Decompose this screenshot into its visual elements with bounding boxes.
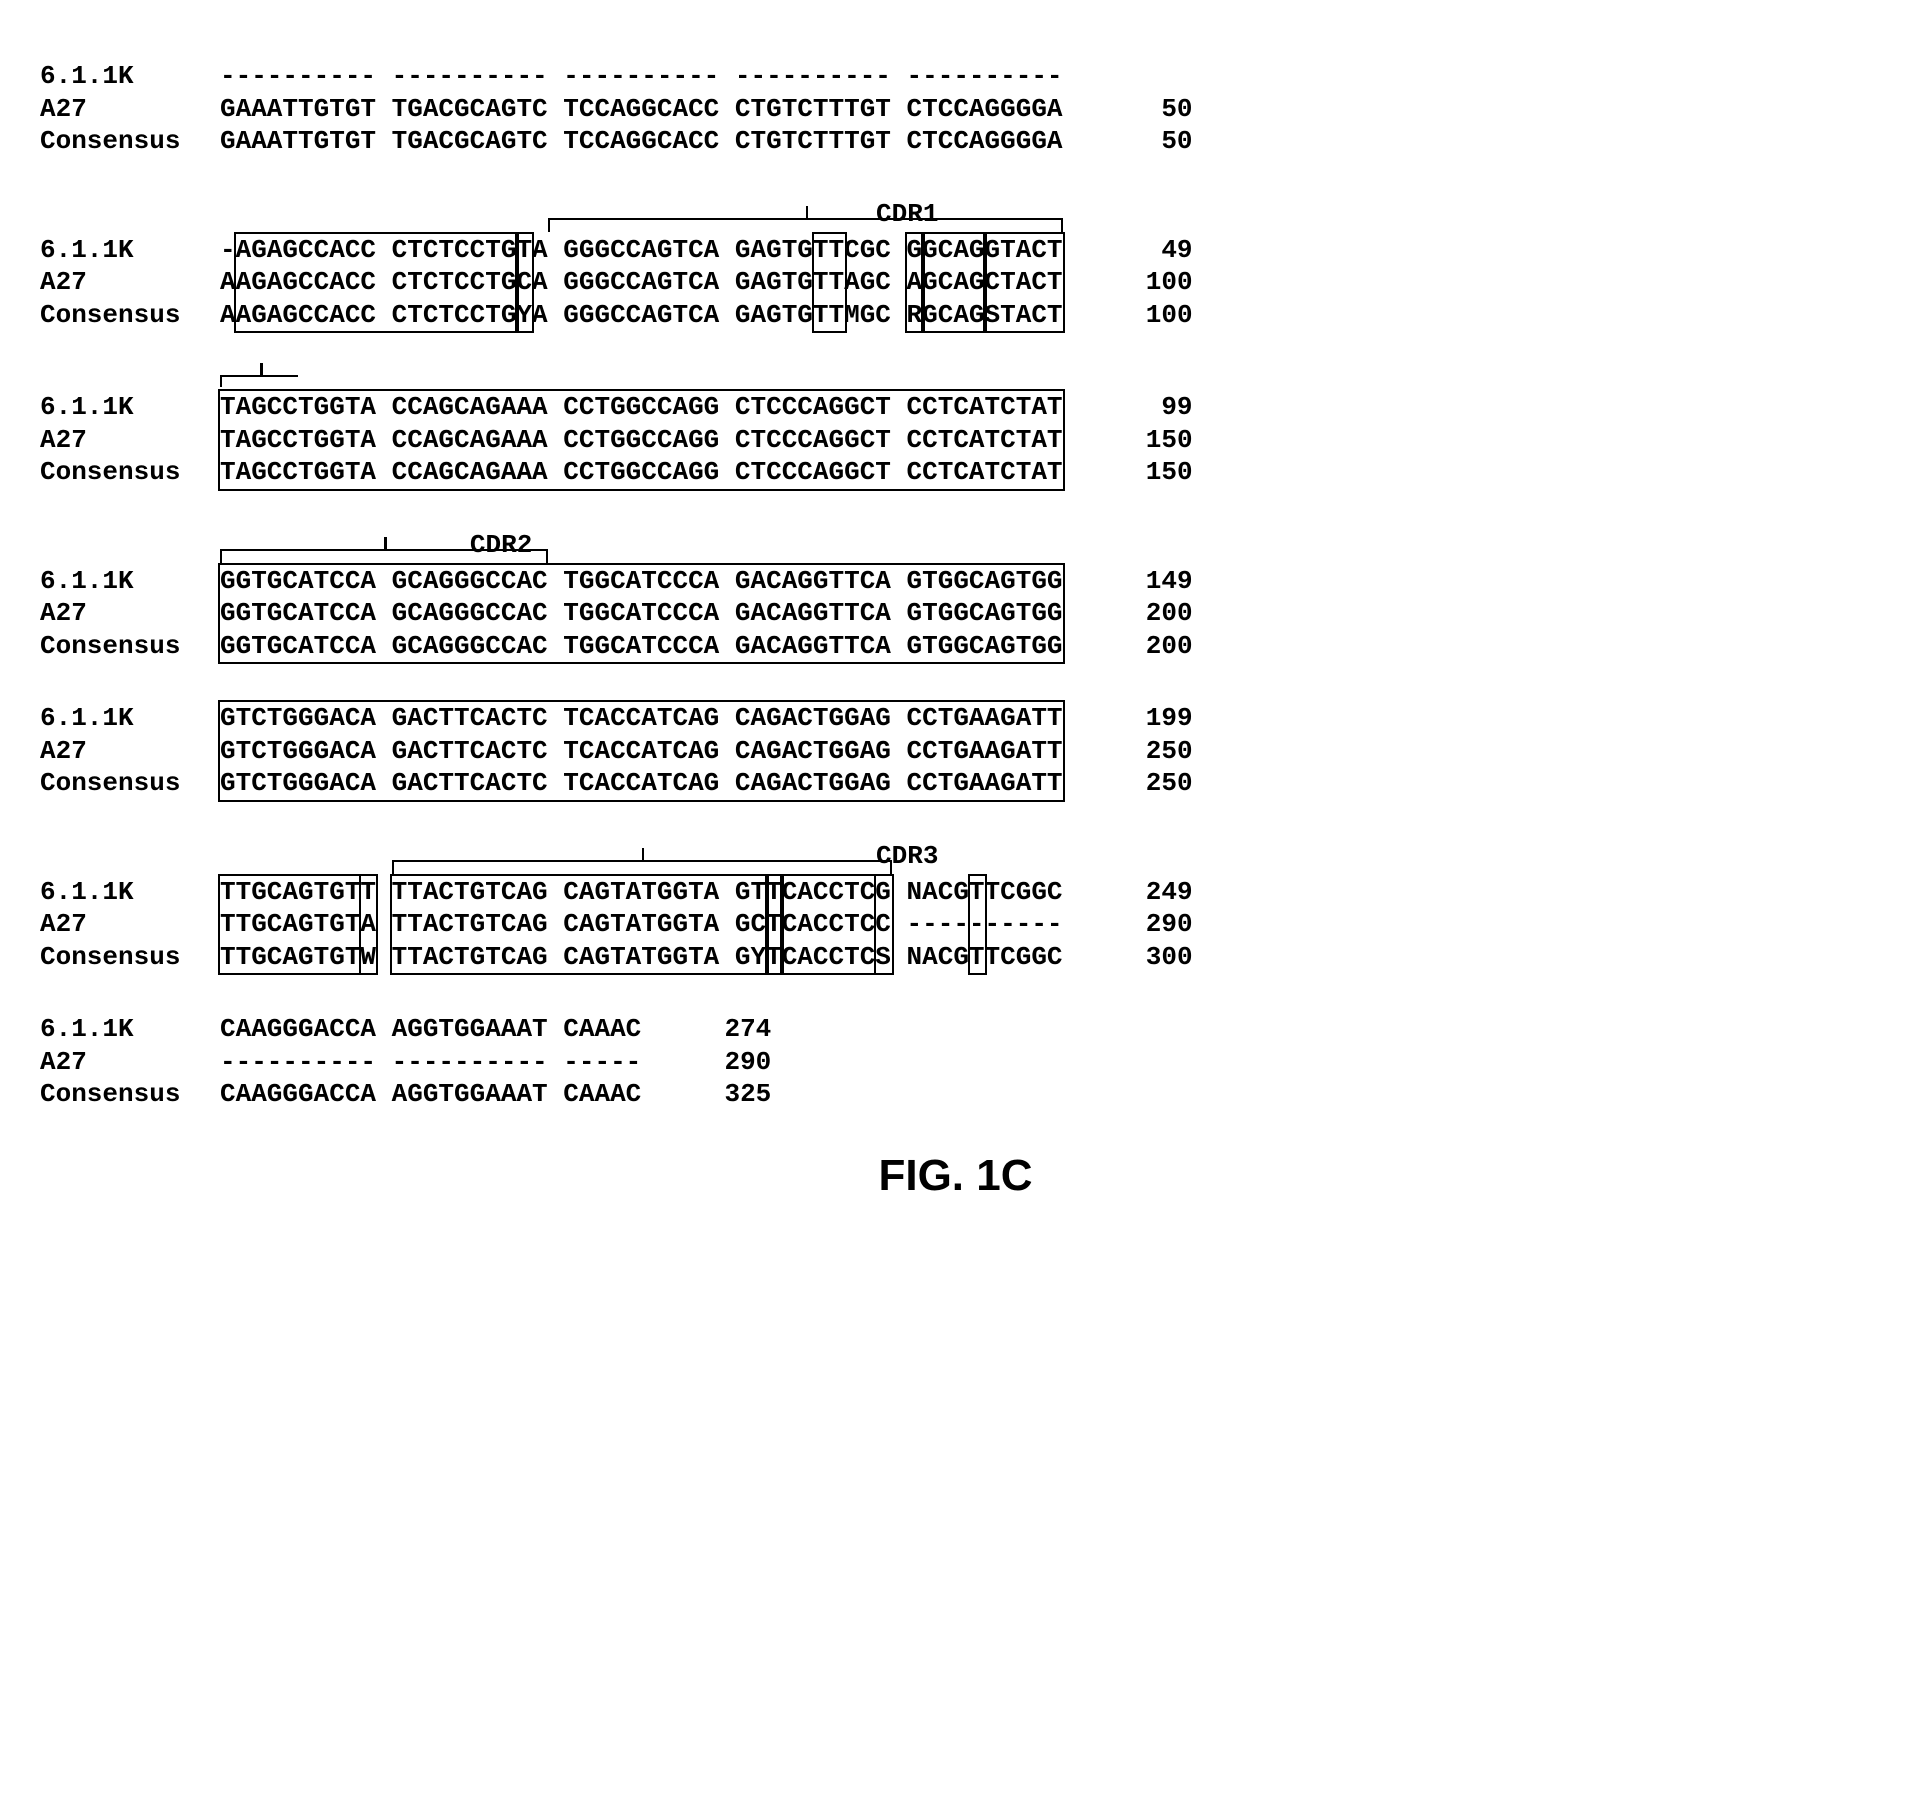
sequence-text: GGTGCATCCA GCAGGGCCAC TGGCATCCCA GACAGGT… <box>220 565 1063 598</box>
sequence-row: 6.1.1KTAGCCTGGTA CCAGCAGAAA CCTGGCCAGG C… <box>40 391 1871 424</box>
sequence-label: 6.1.1K <box>40 60 220 93</box>
sequence-row: ConsensusTTGCAGTGTW TTACTGTCAG CAGTATGGT… <box>40 941 1871 974</box>
cdr-bracket <box>548 218 1063 232</box>
sequence-row: A27GTCTGGGACA GACTTCACTC TCACCATCAG CAGA… <box>40 735 1871 768</box>
sequence-text: TAGCCTGGTA CCAGCAGAAA CCTGGCCAGG CTCCCAG… <box>220 391 1063 424</box>
sequence-text: GTCTGGGACA GACTTCACTC TCACCATCAG CAGACTG… <box>220 735 1063 768</box>
sequence-label: Consensus <box>40 456 220 489</box>
position-number: 150 <box>1103 456 1193 489</box>
position-number: 250 <box>1103 767 1193 800</box>
sequence-label: A27 <box>40 266 220 299</box>
position-number: 290 <box>1103 908 1193 941</box>
sequence-label: 6.1.1K <box>40 876 220 909</box>
sequence-label: Consensus <box>40 767 220 800</box>
sequence-text: -AGAGCCACC CTCTCCTGTA GGGCCAGTCA GAGTGTT… <box>220 234 1063 267</box>
sequence-text: CAAGGGACCA AGGTGGAAAT CAAAC <box>220 1013 641 1046</box>
sequence-row: A27TAGCCTGGTA CCAGCAGAAA CCTGGCCAGG CTCC… <box>40 424 1871 457</box>
sequence-row: ConsensusCAAGGGACCA AGGTGGAAAT CAAAC 325 <box>40 1078 1871 1111</box>
sequence-label: A27 <box>40 908 220 941</box>
position-number: 300 <box>1103 941 1193 974</box>
sequence-text: GAAATTGTGT TGACGCAGTC TCCAGGCACC CTGTCTT… <box>220 93 1063 126</box>
sequence-label: A27 <box>40 735 220 768</box>
position-number: 249 <box>1103 876 1193 909</box>
sequence-text: GTCTGGGACA GACTTCACTC TCACCATCAG CAGACTG… <box>220 702 1063 735</box>
sequence-label: Consensus <box>40 630 220 663</box>
alignment-block: 6.1.1KGTCTGGGACA GACTTCACTC TCACCATCAG C… <box>40 702 1871 800</box>
alignment-block: CDR36.1.1KTTGCAGTGTT TTACTGTCAG CAGTATGG… <box>40 840 1871 974</box>
sequence-label: 6.1.1K <box>40 702 220 735</box>
position-number: 200 <box>1103 630 1193 663</box>
sequence-row: A27GGTGCATCCA GCAGGGCCAC TGGCATCCCA GACA… <box>40 597 1871 630</box>
sequence-text: CAAGGGACCA AGGTGGAAAT CAAAC <box>220 1078 641 1111</box>
sequence-row: 6.1.1K---------- ---------- ---------- -… <box>40 60 1871 93</box>
sequence-text: ---------- ---------- ----- <box>220 1046 641 1079</box>
sequence-label: 6.1.1K <box>40 565 220 598</box>
sequence-row: ConsensusGAAATTGTGT TGACGCAGTC TCCAGGCAC… <box>40 125 1871 158</box>
position-number: 100 <box>1103 266 1193 299</box>
sequence-label: A27 <box>40 424 220 457</box>
figure-title: FIG. 1C <box>40 1151 1871 1201</box>
sequence-text: TTGCAGTGTA TTACTGTCAG CAGTATGGTA GCTCACC… <box>220 908 1063 941</box>
sequence-row: 6.1.1KGGTGCATCCA GCAGGGCCAC TGGCATCCCA G… <box>40 565 1871 598</box>
sequence-text: TAGCCTGGTA CCAGCAGAAA CCTGGCCAGG CTCCCAG… <box>220 424 1063 457</box>
alignment-block: 6.1.1KTAGCCTGGTA CCAGCAGAAA CCTGGCCAGG C… <box>40 371 1871 489</box>
sequence-row: ConsensusGTCTGGGACA GACTTCACTC TCACCATCA… <box>40 767 1871 800</box>
position-number: 150 <box>1103 424 1193 457</box>
position-number: 149 <box>1103 565 1193 598</box>
sequence-label: A27 <box>40 1046 220 1079</box>
position-number: 325 <box>681 1078 771 1111</box>
sequence-row: A27AAGAGCCACC CTCTCCTGCA GGGCCAGTCA GAGT… <box>40 266 1871 299</box>
sequence-row: 6.1.1KTTGCAGTGTT TTACTGTCAG CAGTATGGTA G… <box>40 876 1871 909</box>
sequence-text: GGTGCATCCA GCAGGGCCAC TGGCATCCCA GACAGGT… <box>220 597 1063 630</box>
sequence-label: Consensus <box>40 941 220 974</box>
sequence-label: A27 <box>40 597 220 630</box>
sequence-label: 6.1.1K <box>40 1013 220 1046</box>
cdr-bracket <box>392 860 892 874</box>
cdr-bracket <box>220 549 548 563</box>
position-number: 50 <box>1103 93 1193 126</box>
sequence-row: 6.1.1KGTCTGGGACA GACTTCACTC TCACCATCAG C… <box>40 702 1871 735</box>
sequence-text: AAGAGCCACC CTCTCCTGCA GGGCCAGTCA GAGTGTT… <box>220 266 1063 299</box>
sequence-text: TAGCCTGGTA CCAGCAGAAA CCTGGCCAGG CTCCCAG… <box>220 456 1063 489</box>
position-number: 50 <box>1103 125 1193 158</box>
sequence-row: ConsensusGGTGCATCCA GCAGGGCCAC TGGCATCCC… <box>40 630 1871 663</box>
sequence-row: A27GAAATTGTGT TGACGCAGTC TCCAGGCACC CTGT… <box>40 93 1871 126</box>
position-number: 200 <box>1103 597 1193 630</box>
position-number: 274 <box>681 1013 771 1046</box>
cdr-bracket <box>220 375 298 387</box>
sequence-label: 6.1.1K <box>40 391 220 424</box>
sequence-row: 6.1.1KCAAGGGACCA AGGTGGAAAT CAAAC 274 <box>40 1013 1871 1046</box>
sequence-row: ConsensusTAGCCTGGTA CCAGCAGAAA CCTGGCCAG… <box>40 456 1871 489</box>
sequence-text: GGTGCATCCA GCAGGGCCAC TGGCATCCCA GACAGGT… <box>220 630 1063 663</box>
position-number: 199 <box>1103 702 1193 735</box>
position-number: 49 <box>1103 234 1193 267</box>
sequence-label: Consensus <box>40 125 220 158</box>
sequence-text: ---------- ---------- ---------- -------… <box>220 60 1063 93</box>
sequence-label: 6.1.1K <box>40 234 220 267</box>
sequence-label: Consensus <box>40 299 220 332</box>
alignment-block: CDR26.1.1KGGTGCATCCA GCAGGGCCAC TGGCATCC… <box>40 529 1871 663</box>
position-number: 100 <box>1103 299 1193 332</box>
sequence-row: 6.1.1K-AGAGCCACC CTCTCCTGTA GGGCCAGTCA G… <box>40 234 1871 267</box>
sequence-text: GAAATTGTGT TGACGCAGTC TCCAGGCACC CTGTCTT… <box>220 125 1063 158</box>
alignment-block: CDR16.1.1K-AGAGCCACC CTCTCCTGTA GGGCCAGT… <box>40 198 1871 332</box>
sequence-row: ConsensusAAGAGCCACC CTCTCCTGYA GGGCCAGTC… <box>40 299 1871 332</box>
position-number: 250 <box>1103 735 1193 768</box>
sequence-text: AAGAGCCACC CTCTCCTGYA GGGCCAGTCA GAGTGTT… <box>220 299 1063 332</box>
sequence-text: TTGCAGTGTT TTACTGTCAG CAGTATGGTA GTTCACC… <box>220 876 1063 909</box>
alignment-block: 6.1.1KCAAGGGACCA AGGTGGAAAT CAAAC274A27-… <box>40 1013 1871 1111</box>
sequence-label: A27 <box>40 93 220 126</box>
sequence-row: A27---------- ---------- ----- 290 <box>40 1046 1871 1079</box>
position-number: 290 <box>681 1046 771 1079</box>
sequence-text: GTCTGGGACA GACTTCACTC TCACCATCAG CAGACTG… <box>220 767 1063 800</box>
alignment-block: 6.1.1K---------- ---------- ---------- -… <box>40 60 1871 158</box>
sequence-row: A27TTGCAGTGTA TTACTGTCAG CAGTATGGTA GCTC… <box>40 908 1871 941</box>
sequence-text: TTGCAGTGTW TTACTGTCAG CAGTATGGTA GYTCACC… <box>220 941 1063 974</box>
sequence-label: Consensus <box>40 1078 220 1111</box>
position-number: 99 <box>1103 391 1193 424</box>
